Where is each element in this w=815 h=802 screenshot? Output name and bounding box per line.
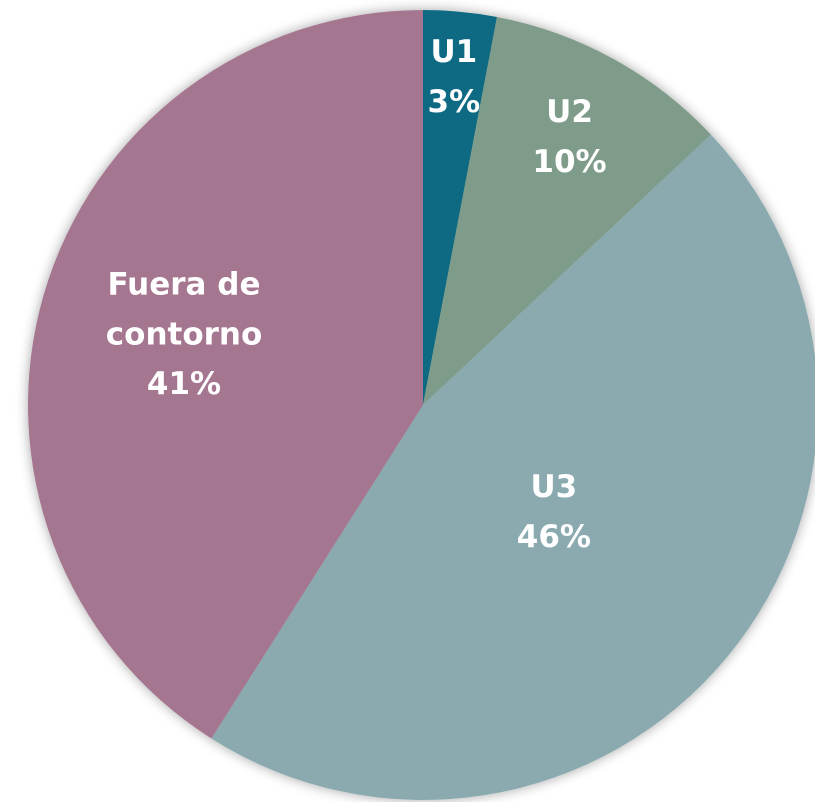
pie-slice: [423, 10, 498, 405]
slice-value-label: 46%: [517, 519, 591, 555]
pie: [28, 10, 815, 800]
pie-slice: [211, 134, 815, 800]
slice-value-label: 3%: [428, 84, 481, 120]
slice-label: U1: [430, 34, 477, 70]
pie-slice: [28, 10, 424, 739]
slice-label: U3: [530, 469, 577, 505]
labels: U1 3% U2 10% U3 46% Fuera de contorno 41%: [106, 34, 607, 555]
slice-label: Fuera de contorno: [106, 266, 263, 352]
slice-value-label: 10%: [532, 144, 606, 180]
slice-label: U2: [546, 94, 593, 130]
pie-slice: [423, 16, 711, 406]
slice-value-label: 41%: [147, 366, 221, 402]
